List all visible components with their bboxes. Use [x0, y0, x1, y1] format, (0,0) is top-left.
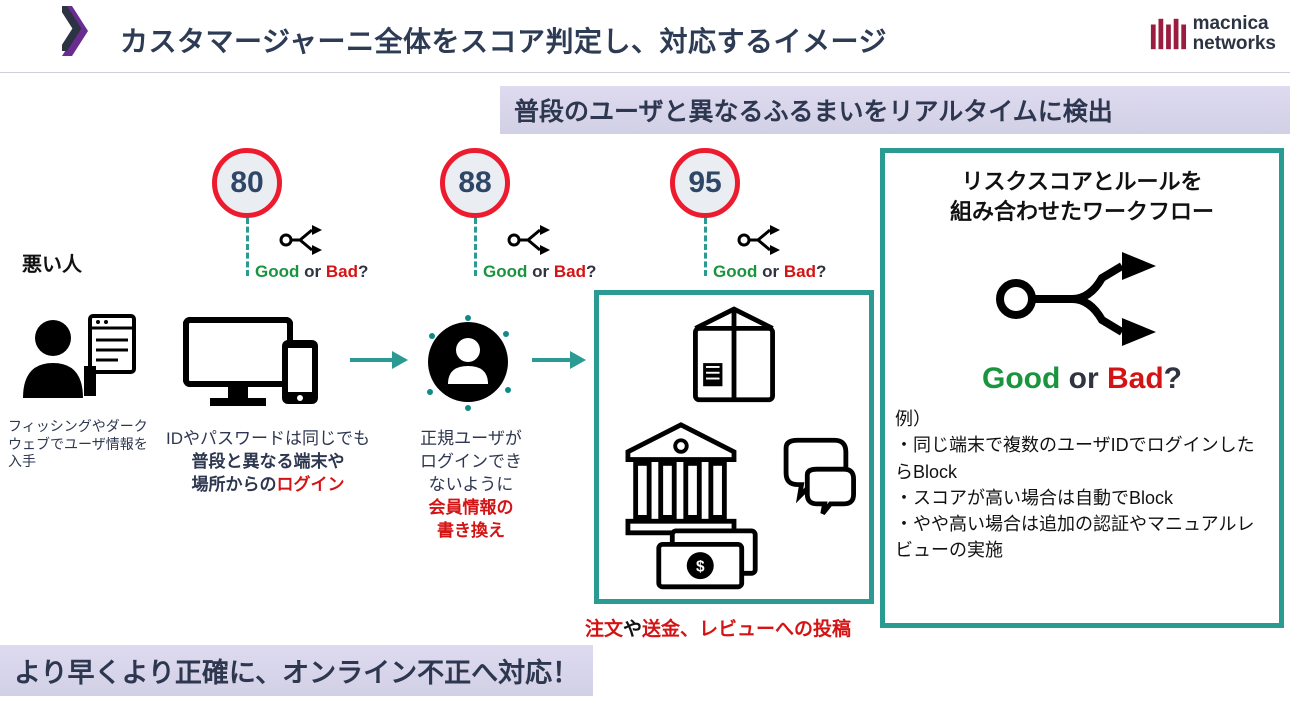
workflow-split-icon: [992, 244, 1172, 354]
header-divider: [0, 72, 1290, 73]
score-dash: [246, 218, 249, 276]
workflow-panel: リスクスコアとルールを 組み合わせたワークフロー Good or Bad? 例）…: [880, 148, 1284, 628]
panel-bullet: ・スコアが高い場合は自動でBlock: [895, 488, 1173, 508]
score-badge: 80: [212, 148, 282, 218]
split-icon: [278, 222, 322, 258]
panel-title-l1: リスクスコアとルールを: [962, 169, 1203, 194]
score-badge: 88: [440, 148, 510, 218]
brand-line1: macnica: [1193, 14, 1276, 34]
title-chevron-icon: [62, 6, 88, 56]
slide-title: カスタマージャーニ全体をスコア判定し、対応するイメージ: [120, 20, 887, 60]
device-icon: [180, 316, 330, 412]
score-dash: [474, 218, 477, 276]
split-icon: [736, 222, 780, 258]
svg-text:$: $: [696, 558, 705, 575]
brand-mark-icon: [1149, 15, 1187, 53]
good-or-bad: Good or Bad?: [483, 262, 596, 282]
arrow-icon: [530, 348, 586, 372]
stage2-line3a: 場所からの: [192, 475, 277, 494]
good-or-bad: Good or Bad?: [255, 262, 368, 282]
stage2-line1: IDやパスワードは同じでも: [166, 429, 370, 448]
good-or-bad-big: Good or Bad?: [891, 362, 1273, 396]
banner-bottom: より早くより正確に、オンライン不正へ対応！: [0, 645, 593, 696]
panel-bullet: ・やや高い場合は追加の認証やマニュアルレビューの実施: [895, 514, 1254, 560]
split-icon: [506, 222, 550, 258]
arrow-icon: [348, 348, 408, 372]
actions-footer: 注文や送金、レビューへの投稿: [558, 614, 878, 641]
stage3-l2: ログインでき: [420, 452, 522, 471]
stage1-caption: フィッシングやダークウェブでユーザ情報を入手: [8, 418, 148, 471]
stage3-l3: ないように: [429, 475, 514, 494]
banner-top: 普段のユーザと異なるふるまいをリアルタイムに検出: [500, 86, 1290, 134]
stage3-l5: 書き換え: [437, 521, 505, 540]
stage3-caption: 正規ユーザが ログインでき ないように 会員情報の 書き換え: [406, 428, 536, 543]
good-or-bad: Good or Bad?: [713, 262, 826, 282]
panel-title-l2: 組み合わせたワークフロー: [950, 199, 1214, 224]
panel-bullet: ・同じ端末で複数のユーザIDでログインしたらBlock: [895, 435, 1255, 481]
stage2-line2: 普段と異なる端末や: [192, 452, 345, 471]
stage3-l1: 正規ユーザが: [420, 429, 522, 448]
bad-person-label: 悪い人: [22, 248, 82, 277]
brand-line2: networks: [1193, 34, 1276, 54]
user-icon: [418, 312, 518, 412]
bad-person-icon: [18, 308, 138, 408]
header: カスタマージャーニ全体をスコア判定し、対応するイメージ macnica netw…: [0, 6, 1290, 66]
actions-box: $: [594, 290, 874, 604]
stage2-line3b: ログイン: [277, 475, 345, 494]
panel-example-header: 例）: [895, 409, 931, 429]
stage3-l4: 会員情報の: [429, 498, 514, 517]
brand-logo: macnica networks: [1149, 14, 1276, 54]
score-badge: 95: [670, 148, 740, 218]
stage2-caption: IDやパスワードは同じでも 普段と異なる端末や 場所からのログイン: [148, 428, 388, 497]
score-dash: [704, 218, 707, 276]
